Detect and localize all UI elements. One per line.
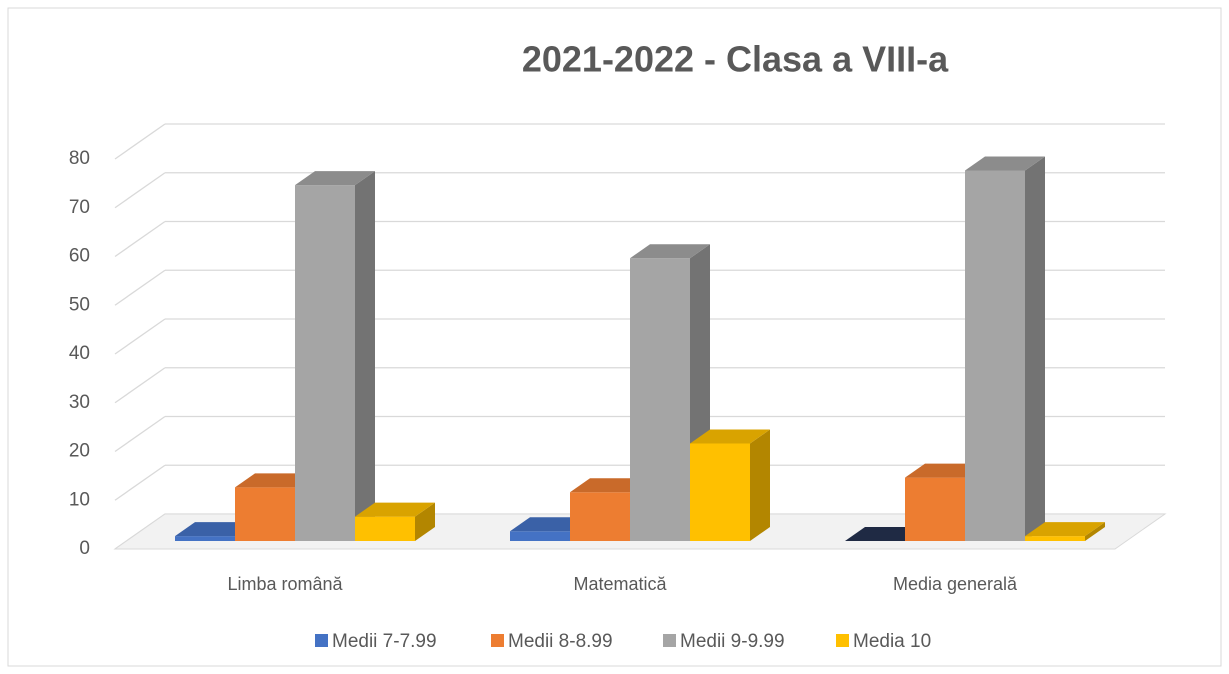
- bar-front: [1025, 536, 1085, 541]
- bar-top: [355, 502, 435, 517]
- legend-label: Media 10: [853, 631, 931, 652]
- y-tick-label: 20: [69, 441, 90, 462]
- bar-front: [570, 492, 630, 541]
- grid-line: [114, 367, 166, 404]
- y-tick-label: 60: [69, 246, 90, 267]
- y-tick-label: 10: [69, 489, 90, 510]
- bar-top: [690, 429, 770, 444]
- bar-front: [690, 443, 750, 541]
- legend-swatch: [315, 634, 328, 647]
- bar-side: [750, 429, 770, 541]
- y-tick-label: 80: [69, 148, 90, 169]
- bar-top: [1025, 522, 1105, 537]
- bar-front: [295, 185, 355, 541]
- y-tick-label: 30: [69, 392, 90, 413]
- bar-side: [1025, 156, 1045, 541]
- bar-front: [965, 170, 1025, 541]
- legend-swatch: [836, 634, 849, 647]
- bar-front: [235, 487, 295, 541]
- bar-top: [965, 156, 1045, 171]
- grid-line: [114, 464, 166, 501]
- bar-front: [905, 477, 965, 541]
- bar: [965, 156, 1045, 541]
- y-tick-label: 50: [69, 294, 90, 315]
- bar-side: [355, 171, 375, 541]
- legend-swatch: [491, 634, 504, 647]
- grid-line: [114, 415, 166, 453]
- x-tick-label: Limba română: [227, 574, 343, 594]
- grid-line: [114, 123, 166, 160]
- bar: [1025, 522, 1105, 541]
- x-tick-label: Media generală: [893, 574, 1018, 594]
- bar-front: [510, 531, 570, 541]
- y-tick-label: 70: [69, 197, 90, 218]
- bar: [295, 171, 375, 541]
- grid-line: [114, 269, 166, 306]
- bar-side: [415, 502, 435, 541]
- grid-line: [114, 220, 166, 258]
- bar: [355, 502, 435, 541]
- bar-top: [295, 171, 375, 186]
- bar: [690, 429, 770, 541]
- legend-label: Medii 9-9.99: [680, 631, 785, 652]
- bar-front: [355, 516, 415, 541]
- bar-front: [175, 536, 235, 541]
- legend-label: Medii 8-8.99: [508, 631, 613, 652]
- legend-swatch: [663, 634, 676, 647]
- bar-side: [1085, 522, 1105, 541]
- grid-line: [114, 318, 166, 355]
- legend-label: Medii 7-7.99: [332, 631, 437, 652]
- bar-front: [630, 258, 690, 541]
- y-tick-label: 0: [79, 538, 90, 559]
- chart-title: 2021-2022 - Clasa a VIII-a: [522, 39, 949, 80]
- y-tick-label: 40: [69, 343, 90, 364]
- grid-line: [114, 172, 166, 209]
- bar-top: [630, 244, 710, 259]
- x-tick-label: Matematică: [573, 574, 667, 594]
